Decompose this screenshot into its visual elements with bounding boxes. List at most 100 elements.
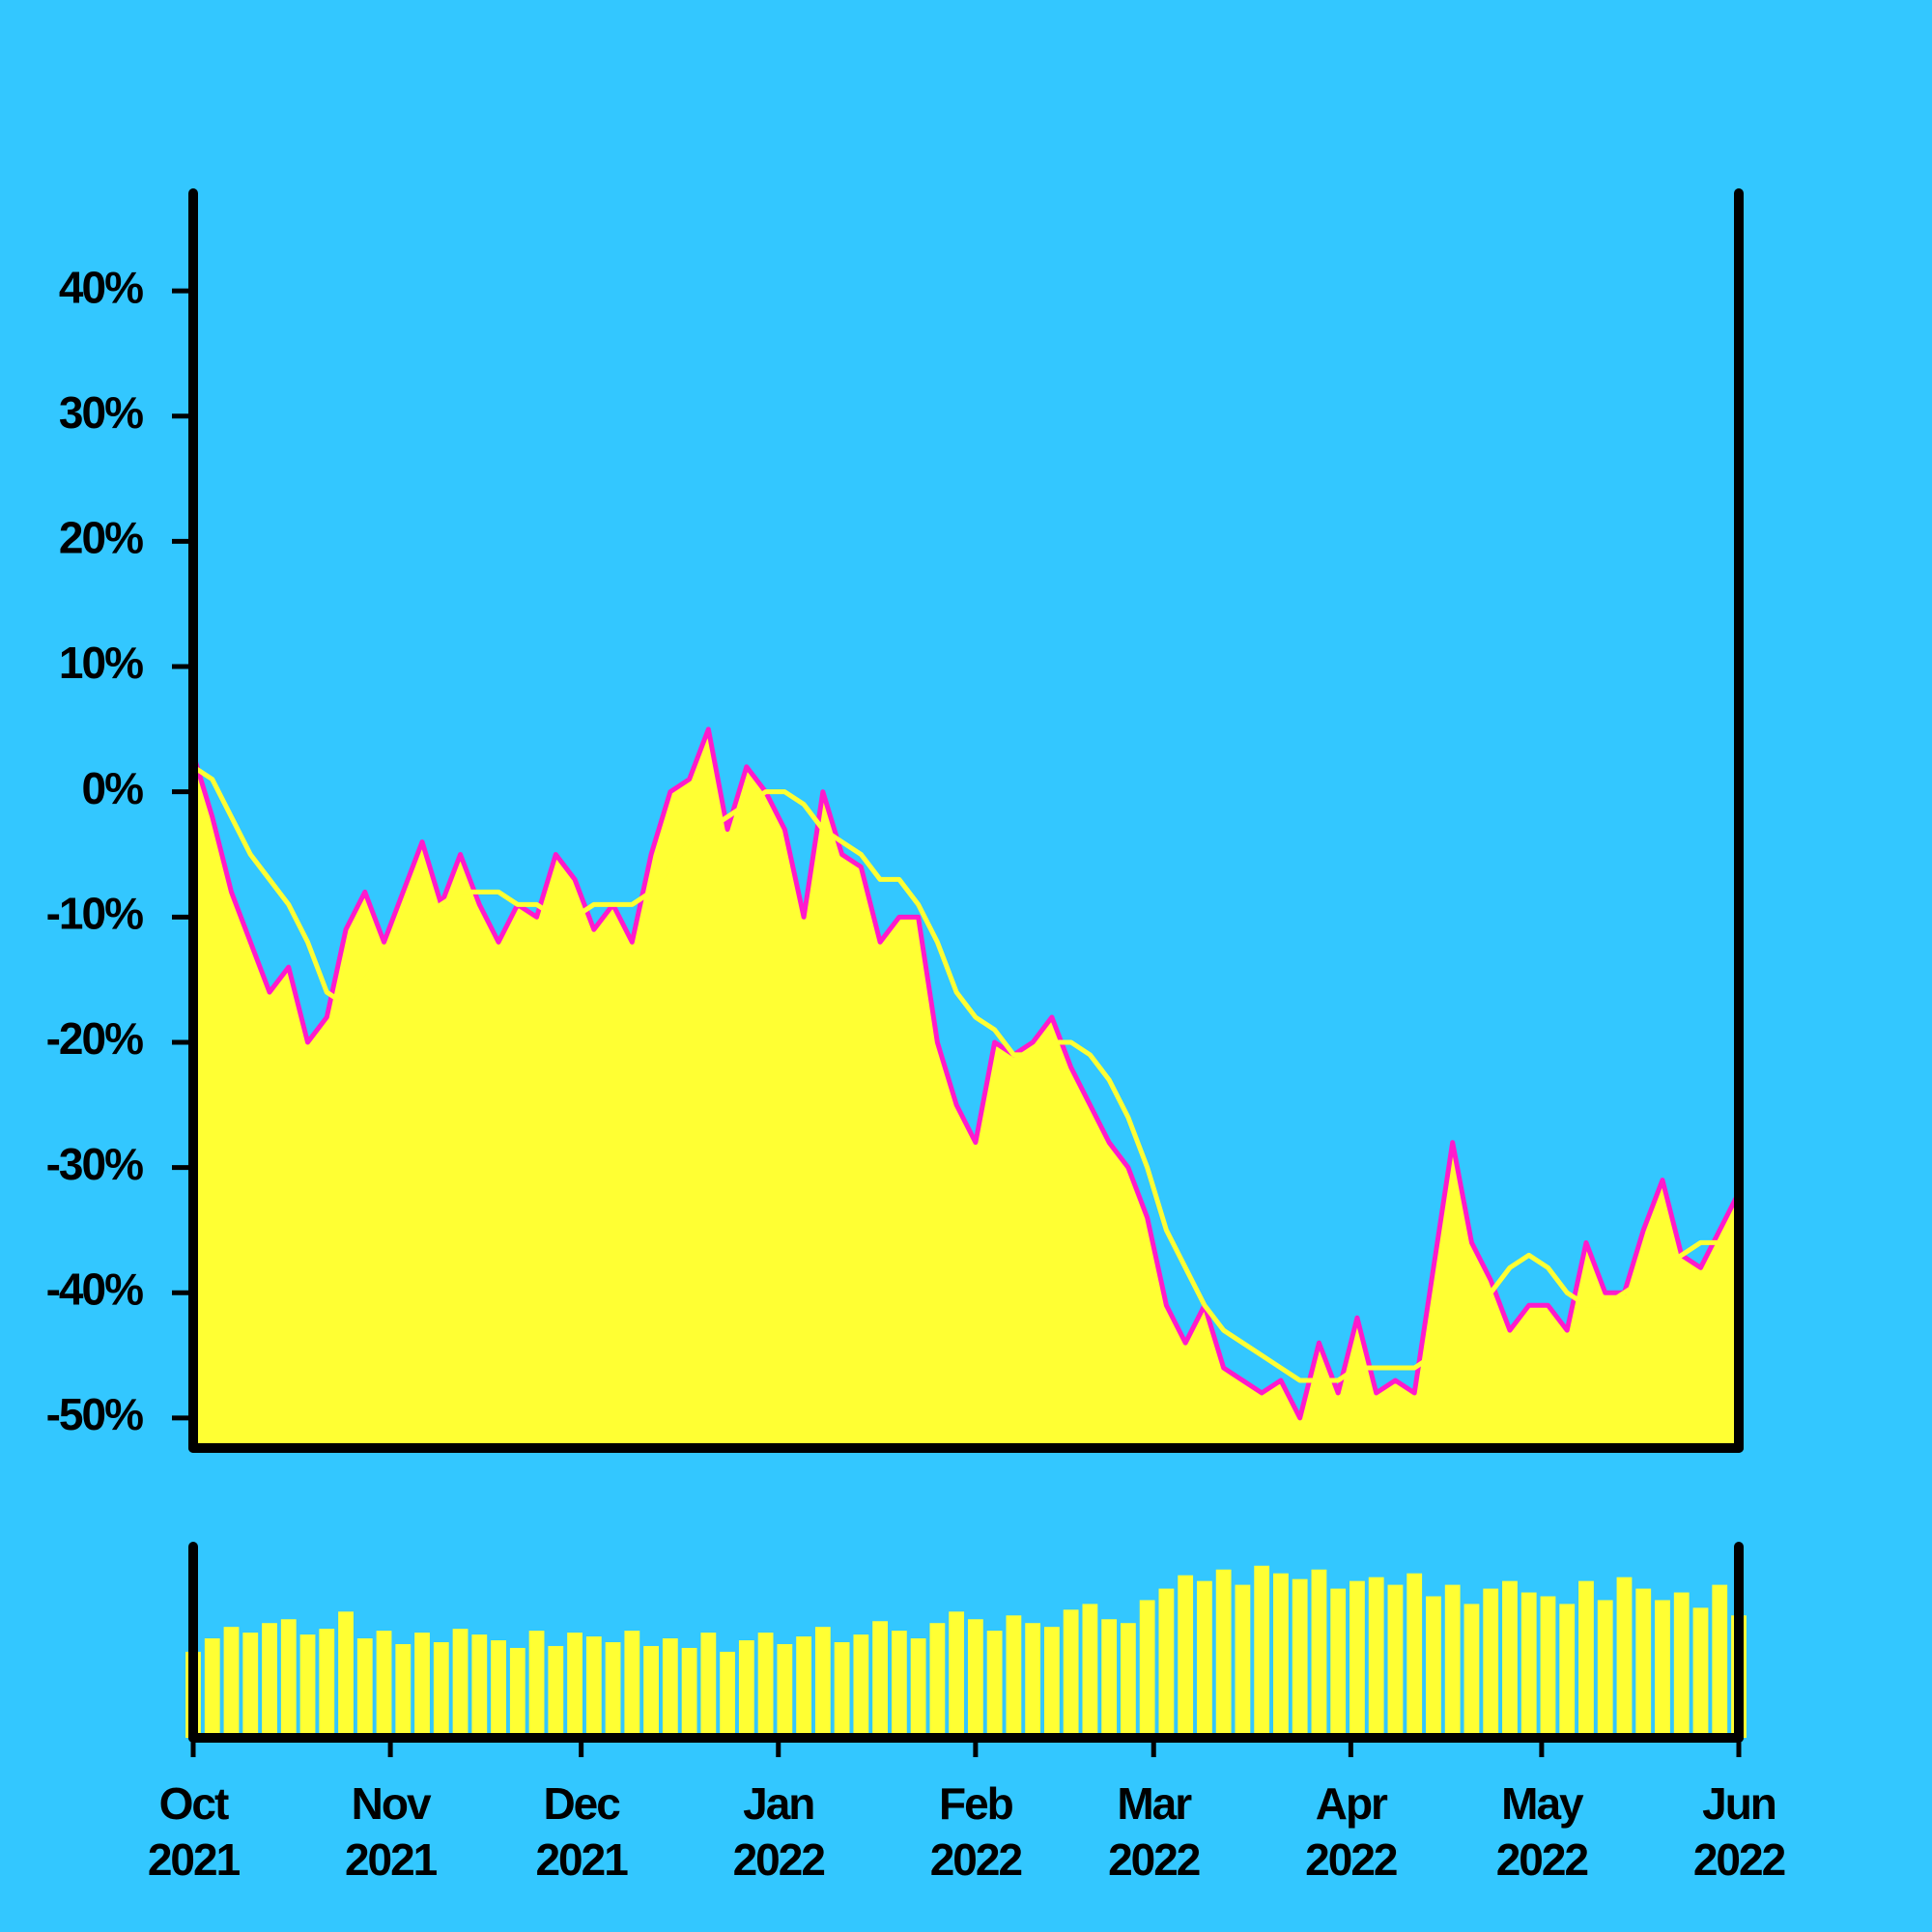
volume-bar [1483, 1588, 1499, 1738]
volume-bar [1520, 1592, 1537, 1738]
y-tick-label: -20% [46, 1013, 143, 1064]
volume-bar [872, 1621, 889, 1738]
y-tick-label: 20% [59, 513, 143, 563]
volume-bar [262, 1623, 277, 1738]
volume-bar [1559, 1604, 1576, 1738]
volume-bar [223, 1627, 240, 1738]
volume-bar [280, 1619, 297, 1738]
volume-bar [1273, 1573, 1289, 1738]
volume-bar [967, 1619, 983, 1738]
volume-bar [1043, 1627, 1060, 1738]
volume-bar [1444, 1584, 1461, 1738]
volume-bar [681, 1647, 697, 1738]
volume-bar [1311, 1569, 1327, 1738]
x-tick-label: May 2022 [1495, 1778, 1589, 1885]
x-tick-label: Dec 2021 [535, 1778, 628, 1885]
volume-bar [242, 1633, 259, 1738]
volume-bar [338, 1611, 354, 1738]
volume-bar [738, 1640, 754, 1738]
x-tick-label: Nov 2021 [344, 1778, 438, 1885]
y-tick-label: -30% [46, 1139, 143, 1189]
price-line [193, 726, 1739, 1421]
volume-bar [1330, 1588, 1347, 1738]
volume-bar [299, 1634, 316, 1738]
volume-bar [1502, 1580, 1518, 1738]
volume-bar [1387, 1584, 1404, 1738]
volume-bar [1463, 1604, 1480, 1738]
y-tick-label: -50% [46, 1389, 143, 1439]
volume-bar [853, 1634, 869, 1738]
volume-bar [433, 1642, 449, 1738]
volume-bar [491, 1640, 506, 1738]
volume-bar [567, 1633, 582, 1738]
volume-bar [1139, 1600, 1155, 1738]
volume-bar [986, 1631, 1003, 1738]
volume-bar [1616, 1577, 1633, 1738]
volume-bar [1158, 1588, 1175, 1738]
volume-bar [1426, 1596, 1441, 1738]
plot-area [193, 726, 1739, 1448]
y-tick-label: 10% [59, 638, 143, 688]
volume-bar [1655, 1600, 1670, 1738]
volume-bar [1197, 1580, 1212, 1738]
volume-bar [585, 1636, 602, 1738]
x-tick-label: Apr 2022 [1305, 1778, 1398, 1885]
volume-bar [834, 1642, 850, 1738]
volume-bar [204, 1638, 220, 1738]
volume-bar [1235, 1584, 1251, 1738]
volume-bar [1082, 1604, 1098, 1738]
volume-bar [949, 1611, 965, 1738]
x-tick-label: Jun 2022 [1692, 1778, 1786, 1885]
y-tick-label: -10% [46, 888, 143, 938]
volume-bar [1350, 1580, 1365, 1738]
y-tick-label: 40% [59, 262, 143, 312]
volume-bar [1597, 1600, 1613, 1738]
volume-bar [528, 1631, 545, 1738]
volume-bar [796, 1636, 811, 1738]
volume-bar [643, 1645, 659, 1738]
volume-bar [910, 1638, 926, 1738]
volume-bar [376, 1631, 392, 1738]
volume-bar [1578, 1580, 1594, 1738]
volume-bar [1673, 1592, 1690, 1738]
volume-bar [777, 1643, 793, 1738]
volume-bar [700, 1633, 717, 1738]
y-tick-label: 30% [59, 387, 143, 438]
x-tick-label: Mar 2022 [1108, 1778, 1201, 1885]
x-tick-label: Jan 2022 [732, 1778, 826, 1885]
volume-bar [757, 1633, 774, 1738]
volume-bar [1121, 1623, 1136, 1738]
x-tick-label: Feb 2022 [929, 1778, 1023, 1885]
volume-bar [929, 1623, 946, 1738]
volume-bar [1692, 1607, 1709, 1738]
volume-bar [1178, 1575, 1194, 1738]
volume-bar [1406, 1573, 1423, 1738]
volume-bar [605, 1642, 621, 1738]
volume-bar [1101, 1619, 1118, 1738]
x-tick-label: Oct 2021 [147, 1778, 241, 1885]
volume-bar [891, 1631, 907, 1738]
volume-bar [720, 1651, 735, 1738]
volume-bar [471, 1634, 488, 1738]
volume-bar [548, 1645, 564, 1738]
volume-bar [1712, 1584, 1728, 1738]
y-tick-label: -40% [46, 1264, 143, 1314]
volume-bar [662, 1638, 678, 1738]
volume-bar [319, 1629, 335, 1738]
volume-bar [395, 1643, 412, 1738]
volume-bar [1368, 1577, 1384, 1738]
volume-bar [1292, 1578, 1308, 1738]
moving-average [193, 764, 1739, 1383]
volume-bar [1254, 1565, 1270, 1738]
volume-bar [1215, 1569, 1232, 1738]
volume-bar [1635, 1588, 1652, 1738]
volume-bar [1063, 1609, 1079, 1738]
area-fill [193, 728, 1739, 1448]
volume-bar [414, 1633, 430, 1738]
volume-bar [1540, 1596, 1556, 1738]
volume-bar [452, 1629, 469, 1738]
volume-bar [814, 1627, 831, 1738]
volume-bar [356, 1638, 373, 1738]
